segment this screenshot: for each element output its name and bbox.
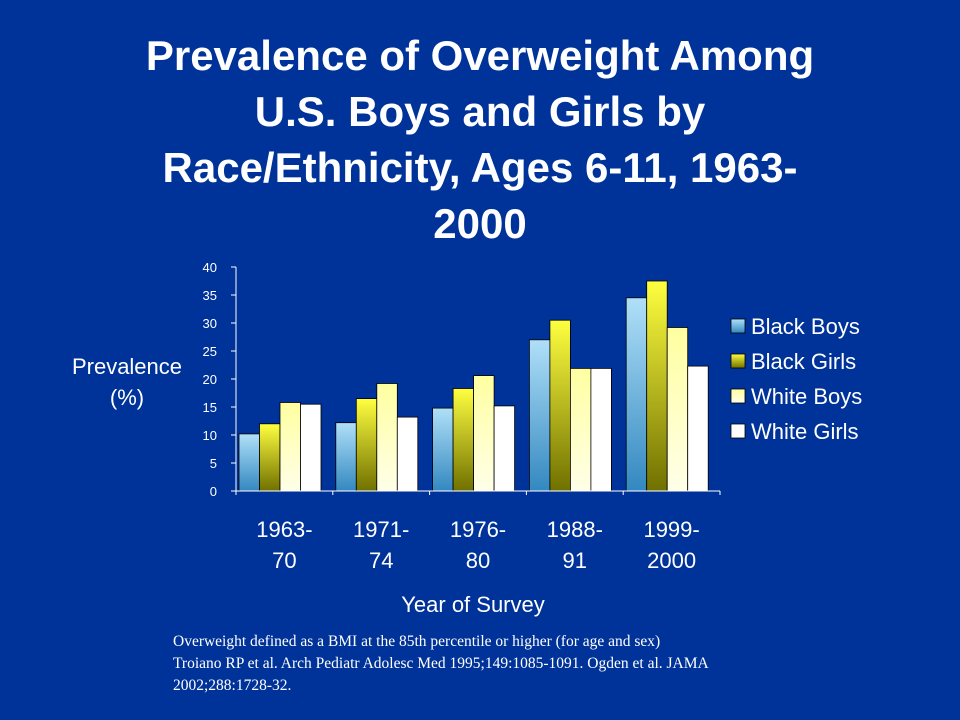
y-tick-label-25: 25 — [203, 344, 217, 359]
title-line-1: Prevalence of Overweight Among — [145, 32, 815, 79]
x-tick-label-1-line-2: 70 — [272, 548, 296, 573]
bar-black-boys-2 — [335, 422, 357, 492]
bar-black-girls-3 — [452, 388, 475, 492]
bar-white-girls-3 — [493, 405, 516, 492]
bar-black-boys-4 — [529, 339, 551, 492]
legend-swatch-4 — [730, 423, 746, 439]
y-tick-label-20: 20 — [203, 372, 217, 387]
bar-white-girls-1 — [300, 403, 322, 492]
y-axis: 0 5 10 15 20 25 30 35 40 — [203, 260, 237, 499]
bar-black-boys-5 — [625, 297, 648, 492]
x-axis: 1963- 70 1971- 74 1976- 80 1988- 91 1999- 2000 — [235, 490, 721, 573]
title-line-2: U.S. Boys and Girls by — [254, 88, 706, 135]
y-axis-title-line-1: Prevalence — [72, 354, 182, 379]
bar-black-boys-3 — [432, 407, 454, 492]
y-tick-label-10: 10 — [203, 428, 217, 443]
bar-white-boys-5 — [666, 327, 689, 492]
y-tick-label-5: 5 — [210, 456, 217, 471]
bar-white-girls-4 — [590, 367, 612, 492]
bar-white-girls-5 — [687, 365, 709, 492]
legend-swatch-2 — [730, 353, 746, 369]
x-tick-label-1-line-1: 1963- — [256, 517, 312, 542]
bar-black-girls-4 — [549, 319, 571, 492]
y-tick-label-35: 35 — [203, 288, 217, 303]
bar-black-boys-1 — [238, 433, 260, 492]
legend: Black Boys Black Girls White Boys White Gir… — [730, 314, 862, 444]
bar-white-boys-3 — [473, 375, 495, 492]
legend-label-1: Black Boys — [751, 314, 860, 339]
footnote-line-2: Troiano RP et al. Arch Pediatr Adolesc M… — [173, 655, 709, 672]
bar-white-boys-2 — [376, 383, 398, 492]
y-tick-label-30: 30 — [203, 316, 217, 331]
bar-black-girls-5 — [646, 280, 668, 492]
y-tick-label-15: 15 — [203, 400, 217, 415]
bar-white-boys-1 — [279, 402, 301, 492]
slide-title: Prevalence of Overweight Among U.S. Boys… — [60, 28, 900, 252]
x-tick-label-4-line-2: 91 — [563, 548, 587, 573]
bar-white-boys-4 — [570, 367, 592, 492]
x-tick-label-3-line-2: 80 — [466, 548, 490, 573]
legend-label-3: White Boys — [751, 384, 862, 409]
x-tick-label-5-line-1: 1999- — [643, 517, 699, 542]
x-tick-label-4-line-1: 1988- — [547, 517, 603, 542]
x-tick-label-3-line-1: 1976- — [450, 517, 506, 542]
x-tick-label-5-line-2: 2000 — [647, 548, 696, 573]
y-axis-title: Prevalence (%) — [72, 354, 182, 410]
footnote-line-3: 2002;288:1728-32. — [173, 677, 292, 694]
y-tick-label-40: 40 — [203, 260, 217, 275]
title-line-4: 2000 — [433, 200, 527, 247]
legend-label-2: Black Girls — [751, 349, 856, 374]
bar-black-girls-2 — [355, 398, 378, 492]
bars — [238, 280, 709, 492]
footnote-line-1: Overweight defined as a BMI at the 85th … — [173, 633, 661, 650]
x-tick-label-2-line-2: 74 — [369, 548, 393, 573]
bar-white-girls-2 — [396, 416, 419, 492]
bar-black-girls-1 — [259, 423, 281, 492]
y-tick-label-0: 0 — [210, 484, 217, 499]
x-tick-label-2-line-1: 1971- — [353, 517, 409, 542]
legend-swatch-1 — [730, 318, 746, 334]
legend-label-4: White Girls — [751, 419, 859, 444]
footnote: Overweight defined as a BMI at the 85th … — [173, 631, 873, 697]
y-axis-title-line-2: (%) — [110, 385, 144, 410]
legend-swatch-3 — [730, 388, 746, 404]
x-axis-title: Year of Survey — [401, 592, 545, 617]
title-line-3: Race/Ethnicity, Ages 6-11, 1963- — [162, 144, 798, 191]
